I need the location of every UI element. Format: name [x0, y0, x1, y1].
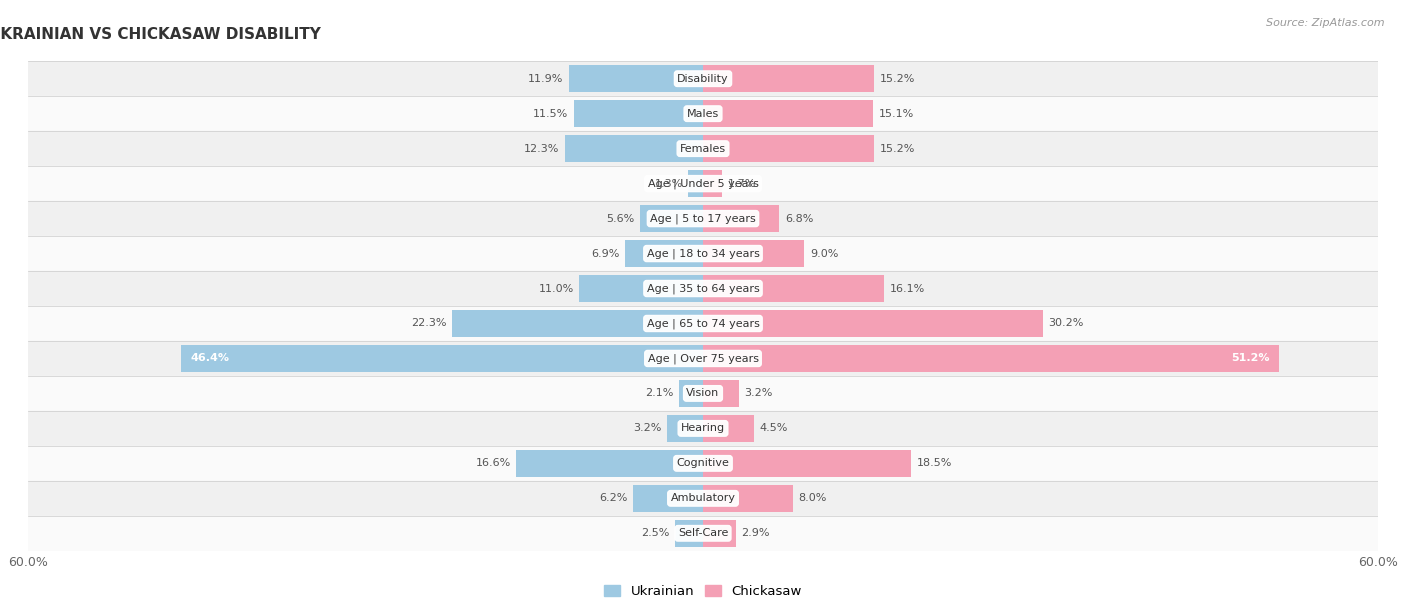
Bar	[181, 345, 703, 372]
Bar	[703, 100, 873, 127]
Text: Ambulatory: Ambulatory	[671, 493, 735, 503]
Bar	[689, 170, 703, 197]
Text: 30.2%: 30.2%	[1049, 318, 1084, 329]
Bar	[640, 205, 703, 232]
Text: 16.1%: 16.1%	[890, 283, 925, 294]
Bar	[28, 271, 1378, 306]
Text: 18.5%: 18.5%	[917, 458, 952, 468]
Text: Source: ZipAtlas.com: Source: ZipAtlas.com	[1267, 18, 1385, 28]
Bar	[28, 306, 1378, 341]
Text: UKRAINIAN VS CHICKASAW DISABILITY: UKRAINIAN VS CHICKASAW DISABILITY	[0, 26, 321, 42]
Text: 2.1%: 2.1%	[645, 389, 673, 398]
Text: 2.9%: 2.9%	[741, 528, 769, 539]
Text: Vision: Vision	[686, 389, 720, 398]
Text: Hearing: Hearing	[681, 424, 725, 433]
Text: 11.9%: 11.9%	[529, 73, 564, 84]
Bar	[28, 446, 1378, 481]
Text: 9.0%: 9.0%	[810, 248, 838, 258]
Text: 1.7%: 1.7%	[728, 179, 756, 188]
Bar	[28, 61, 1378, 96]
Bar	[633, 485, 703, 512]
Bar	[626, 240, 703, 267]
Bar	[28, 166, 1378, 201]
Bar	[703, 450, 911, 477]
Text: 4.5%: 4.5%	[759, 424, 787, 433]
Text: Self-Care: Self-Care	[678, 528, 728, 539]
Text: Age | 18 to 34 years: Age | 18 to 34 years	[647, 248, 759, 259]
Text: 15.2%: 15.2%	[880, 73, 915, 84]
Text: 15.2%: 15.2%	[880, 144, 915, 154]
Bar	[703, 135, 875, 162]
Text: 11.0%: 11.0%	[538, 283, 574, 294]
Bar	[28, 481, 1378, 516]
Bar	[703, 380, 740, 407]
Text: 1.3%: 1.3%	[655, 179, 683, 188]
Text: 12.3%: 12.3%	[523, 144, 560, 154]
Text: Females: Females	[681, 144, 725, 154]
Text: 5.6%: 5.6%	[606, 214, 634, 223]
Bar	[703, 485, 793, 512]
Bar	[703, 520, 735, 547]
Bar	[28, 411, 1378, 446]
Bar	[703, 345, 1279, 372]
Bar	[703, 415, 754, 442]
Bar	[565, 135, 703, 162]
Bar	[28, 236, 1378, 271]
Text: Age | 65 to 74 years: Age | 65 to 74 years	[647, 318, 759, 329]
Text: 16.6%: 16.6%	[475, 458, 510, 468]
Text: 15.1%: 15.1%	[879, 109, 914, 119]
Text: 2.5%: 2.5%	[641, 528, 669, 539]
Bar	[703, 205, 779, 232]
Bar	[579, 275, 703, 302]
Bar	[453, 310, 703, 337]
Bar	[28, 516, 1378, 551]
Bar	[666, 415, 703, 442]
Bar	[703, 170, 723, 197]
Bar	[703, 310, 1043, 337]
Text: Age | Under 5 years: Age | Under 5 years	[648, 178, 758, 189]
Bar	[28, 201, 1378, 236]
Text: 22.3%: 22.3%	[411, 318, 447, 329]
Text: 3.2%: 3.2%	[633, 424, 661, 433]
Bar	[703, 275, 884, 302]
Text: Disability: Disability	[678, 73, 728, 84]
Bar	[675, 520, 703, 547]
Text: 6.9%: 6.9%	[592, 248, 620, 258]
Bar	[679, 380, 703, 407]
Bar	[703, 65, 875, 92]
Text: 3.2%: 3.2%	[745, 389, 773, 398]
Text: Age | Over 75 years: Age | Over 75 years	[648, 353, 758, 364]
Legend: Ukrainian, Chickasaw: Ukrainian, Chickasaw	[599, 580, 807, 603]
Bar	[569, 65, 703, 92]
Bar	[28, 131, 1378, 166]
Text: 8.0%: 8.0%	[799, 493, 827, 503]
Bar	[28, 341, 1378, 376]
Text: 11.5%: 11.5%	[533, 109, 568, 119]
Bar	[574, 100, 703, 127]
Bar	[516, 450, 703, 477]
Text: 51.2%: 51.2%	[1232, 354, 1270, 364]
Text: 46.4%: 46.4%	[190, 354, 229, 364]
Bar	[28, 96, 1378, 131]
Text: Males: Males	[688, 109, 718, 119]
Text: 6.8%: 6.8%	[785, 214, 814, 223]
Text: Age | 5 to 17 years: Age | 5 to 17 years	[650, 214, 756, 224]
Text: Age | 35 to 64 years: Age | 35 to 64 years	[647, 283, 759, 294]
Text: 6.2%: 6.2%	[599, 493, 627, 503]
Bar	[703, 240, 804, 267]
Bar	[28, 376, 1378, 411]
Text: Cognitive: Cognitive	[676, 458, 730, 468]
